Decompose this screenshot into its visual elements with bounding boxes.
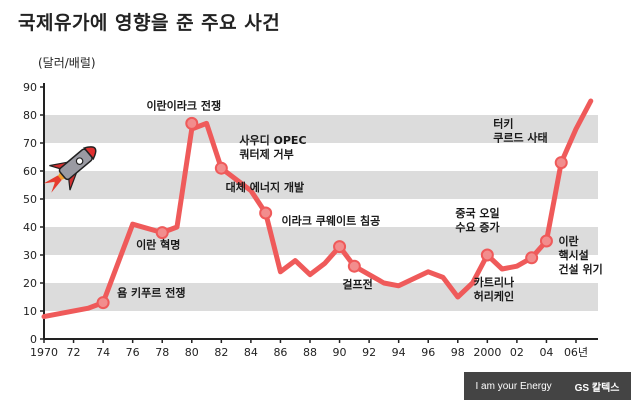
event-marker — [333, 240, 347, 254]
x-tick-label: 96 — [421, 346, 435, 359]
y-tick-labels: 0 10 20 30 40 50 60 70 80 90 — [23, 81, 44, 346]
x-tick-label: 92 — [362, 346, 376, 359]
event-label: 쿼터제 거부 — [239, 147, 293, 161]
grid-band — [44, 115, 598, 143]
event-marker — [185, 116, 199, 130]
x-tick-label: 88 — [303, 346, 317, 359]
event-marker — [155, 226, 169, 240]
event-marker — [347, 259, 361, 273]
y-tick-label: 90 — [23, 81, 37, 94]
x-tick-label: 74 — [96, 346, 110, 359]
event-markers — [96, 116, 568, 310]
event-label: 허리케인 — [474, 289, 514, 303]
event-label: 수요 증가 — [455, 220, 499, 234]
x-tick-label: 02 — [510, 346, 524, 359]
x-tick-label: 98 — [451, 346, 465, 359]
event-marker — [554, 156, 568, 170]
event-label: 이란 — [558, 234, 578, 248]
event-label: 중국 오일 — [455, 206, 499, 220]
event-label: 이란이라크 전쟁 — [146, 98, 221, 112]
event-label: 카트리나 — [474, 275, 514, 289]
chart-title: 국제유가에 영향을 준 주요 사건 — [18, 12, 281, 34]
event-label: 건설 위기 — [558, 262, 602, 276]
event-marker — [259, 206, 273, 220]
x-tick-label: 1970 — [30, 346, 58, 359]
x-tick-labels: 1970 72 74 76 78 80 82 84 86 88 90 92 94 96 98 2000 02 04… — [30, 339, 588, 359]
event-label: 핵시설 — [558, 248, 588, 262]
event-marker — [525, 251, 539, 265]
event-label: 욤 키푸르 전쟁 — [117, 286, 185, 300]
event-marker — [539, 234, 553, 248]
event-label: 걸프전 — [342, 277, 372, 291]
axes — [43, 83, 598, 340]
y-axis-unit: (달러/배럴) — [38, 56, 96, 70]
event-label: 사우디 OPEC — [239, 133, 306, 147]
event-label: 터키 — [493, 117, 513, 131]
x-tick-label: 72 — [67, 346, 81, 359]
y-tick-label: 80 — [23, 109, 37, 122]
x-tick-label: 78 — [155, 346, 169, 359]
x-tick-label: 90 — [333, 346, 347, 359]
x-tick-label: 80 — [185, 346, 199, 359]
x-tick-label: 06년 — [564, 346, 588, 359]
y-tick-label: 20 — [23, 277, 37, 290]
y-tick-label: 30 — [23, 249, 37, 262]
grid-bands — [44, 115, 598, 311]
event-marker — [96, 296, 110, 310]
y-tick-label: 10 — [23, 305, 37, 318]
grid-band — [44, 227, 598, 255]
x-tick-label: 94 — [392, 346, 406, 359]
y-tick-label: 40 — [23, 221, 37, 234]
event-label: 이라크 쿠웨이트 침공 — [282, 214, 381, 228]
event-marker — [480, 248, 494, 262]
x-tick-label: 84 — [244, 346, 258, 359]
y-tick-label: 50 — [23, 193, 37, 206]
event-marker — [214, 161, 228, 175]
event-label: 대체 에너지 개발 — [226, 180, 305, 194]
event-label: 쿠르드 사태 — [493, 131, 547, 145]
x-tick-label: 2000 — [473, 346, 501, 359]
y-tick-label: 70 — [23, 137, 37, 150]
y-tick-label: 0 — [30, 333, 37, 346]
x-tick-label: 04 — [539, 346, 553, 359]
x-tick-label: 76 — [126, 346, 140, 359]
gs-caltex-logo: GS 칼텍스 — [574, 382, 620, 394]
x-tick-label: 82 — [214, 346, 228, 359]
rocket-icon — [43, 146, 97, 193]
grid-band — [44, 171, 598, 199]
event-label: 이란 혁명 — [136, 238, 180, 252]
tagline: I am your Energy — [475, 380, 552, 392]
grid-band — [44, 283, 598, 311]
branding-footer: I am your Energy GS 칼텍스 — [464, 372, 631, 400]
y-tick-label: 60 — [23, 165, 37, 178]
x-tick-label: 86 — [273, 346, 287, 359]
